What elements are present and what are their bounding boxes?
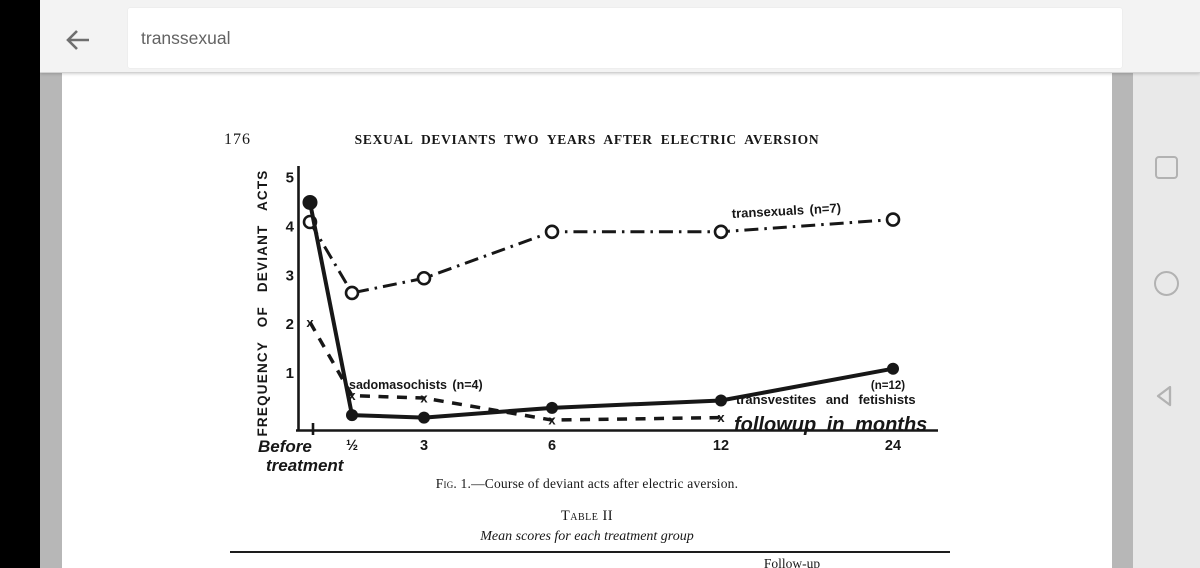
back-button-icon[interactable] xyxy=(1152,383,1178,409)
y-axis-title: FREQUENCY OF DEVIANT ACTS xyxy=(255,169,270,436)
series-line xyxy=(308,218,894,295)
x-marker: x xyxy=(420,391,428,406)
series-0 xyxy=(302,212,901,301)
filled-circle-marker xyxy=(715,394,727,407)
annotation-transexuals_label: transexuals (n=7) xyxy=(731,200,841,221)
y-tick-label: 4 xyxy=(286,218,295,235)
annotation-n12_label: (n=12) xyxy=(871,380,905,392)
android-nav-bar xyxy=(1133,72,1200,568)
table-title: Table II xyxy=(62,508,1112,525)
x-marker: x xyxy=(348,388,356,403)
annotation-before_line1: Before xyxy=(258,437,312,456)
x-tick-label: 6 xyxy=(548,438,556,454)
x-marker: x xyxy=(717,410,725,425)
annotation-transvestites_label: transvestites and fetishists xyxy=(736,392,916,407)
search-input[interactable]: transsexual xyxy=(128,8,1122,68)
x-tick-label: 24 xyxy=(885,438,901,454)
figure-caption: Fig. 1.—Course of deviant acts after ele… xyxy=(62,476,1112,492)
x-tick-label: 3 xyxy=(420,438,428,454)
search-input-text: transsexual xyxy=(141,28,231,48)
axes xyxy=(296,166,938,435)
open-circle-marker xyxy=(713,224,729,240)
annotation-followup_label: followup in months xyxy=(734,414,927,436)
back-arrow-icon[interactable] xyxy=(64,26,92,54)
recents-button-icon[interactable] xyxy=(1155,156,1178,179)
figure-caption-prefix: Fig. 1. xyxy=(435,476,472,491)
annotation-before_line2: treatment xyxy=(266,456,345,475)
display-cutout-strip xyxy=(0,0,40,568)
y-tick-label: 1 xyxy=(286,365,294,382)
open-circle-marker xyxy=(885,212,901,227)
series-2: x x x x x xyxy=(306,315,725,428)
x-tick-label: ½ xyxy=(346,438,358,454)
filled-circle-marker xyxy=(546,401,558,414)
table-subtitle: Mean scores for each treatment group xyxy=(480,529,694,544)
filled-circle-marker xyxy=(346,409,358,422)
series-line xyxy=(308,321,722,422)
y-tick-label: 2 xyxy=(286,316,294,333)
figure-caption-text: —Course of deviant acts after electric a… xyxy=(471,476,739,491)
open-circle-marker xyxy=(344,285,360,301)
table-title-suffix: II xyxy=(598,508,614,524)
document-page: 176 SEXUAL DEVIANTS TWO YEARS AFTER ELEC… xyxy=(62,72,1112,568)
y-tick-label: 3 xyxy=(286,267,294,284)
x-tick-label: 12 xyxy=(713,438,729,454)
table-title-prefix: Table xyxy=(560,508,599,524)
filled-circle-marker xyxy=(418,411,430,424)
page-number: 176 xyxy=(224,131,251,148)
search-app-bar: transsexual xyxy=(40,0,1200,73)
annotation-sadomasochists_label: sadomasochists (n=4) xyxy=(349,378,483,392)
series-line xyxy=(308,202,894,420)
filled-circle-marker xyxy=(302,194,318,210)
y-tick-label: 5 xyxy=(286,170,294,187)
table-top-rule xyxy=(230,551,950,553)
x-marker: x xyxy=(548,413,556,428)
open-circle-marker xyxy=(416,270,432,286)
filled-circle-marker xyxy=(887,362,899,375)
home-button-icon[interactable] xyxy=(1154,271,1179,296)
x-marker: x xyxy=(306,315,314,330)
table-column-header-partial: Follow-up xyxy=(763,556,821,568)
series-1 xyxy=(302,194,899,424)
open-circle-marker xyxy=(544,224,560,240)
running-head: SEXUAL DEVIANTS TWO YEARS AFTER ELECTRIC… xyxy=(354,132,820,147)
document-scroll-area[interactable]: 176 SEXUAL DEVIANTS TWO YEARS AFTER ELEC… xyxy=(40,72,1133,568)
